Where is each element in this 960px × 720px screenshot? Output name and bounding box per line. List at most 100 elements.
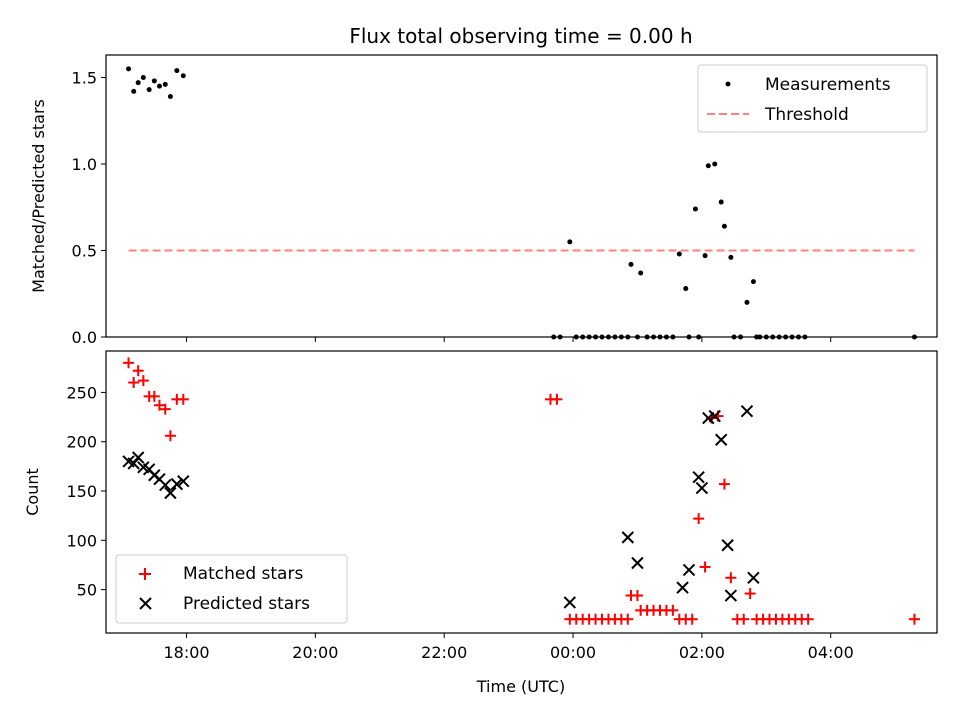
bottom-x-tick-label: 00:00 — [550, 643, 596, 662]
measurements-point — [757, 334, 763, 340]
predicted-stars-point — [724, 589, 738, 602]
predicted-stars-point — [692, 471, 705, 484]
measurements-point — [567, 239, 573, 245]
measurements-point — [728, 254, 734, 260]
measurements-point — [683, 286, 689, 292]
bottom-x-tick-label: 18:00 — [163, 643, 209, 662]
measurements-point — [162, 81, 168, 87]
top-points — [126, 66, 917, 340]
matched-stars-point — [699, 561, 711, 573]
bottom-x-tick-label: 20:00 — [292, 643, 338, 662]
measurements-point — [705, 163, 711, 169]
matched-stars-point — [551, 393, 563, 405]
bottom-y-tick-label: 200 — [66, 433, 97, 452]
predicted-stars-point — [159, 478, 172, 492]
matched-stars-point — [718, 478, 730, 490]
legend-matched-marker — [139, 568, 151, 580]
predicted-stars-point — [177, 474, 190, 488]
measurements-point — [712, 161, 718, 167]
measurements-point — [126, 66, 132, 72]
predicted-stars-point — [563, 596, 577, 609]
predicted-stars-point — [676, 581, 689, 594]
legend-threshold-label: Threshold — [764, 105, 849, 125]
bottom-legend-box — [115, 554, 348, 624]
measurements-point — [783, 334, 789, 340]
measurements-point — [580, 334, 586, 340]
matched-stars-point — [153, 399, 165, 411]
bottom-legend: Matched stars Predicted stars — [115, 554, 348, 624]
measurements-point — [131, 88, 137, 94]
measurements-point — [651, 334, 657, 340]
matched-stars-point — [137, 375, 149, 387]
predicted-stars-point — [695, 481, 709, 495]
measurements-point — [802, 334, 808, 340]
bottom-plot-frame — [105, 350, 938, 634]
measurements-point — [156, 83, 162, 89]
matched-stars-point — [148, 390, 160, 402]
measurements-point — [670, 334, 676, 340]
bottom-y-tick-label: 50 — [77, 581, 97, 600]
predicted-stars-point — [621, 531, 634, 544]
predicted-stars-point — [740, 404, 754, 418]
measurements-point — [696, 334, 702, 340]
bottom-y-tick-label: 250 — [66, 383, 97, 402]
bottom-panel: 50 100 150 200 250 18:00 20:00 22:00 00:00 02:00… — [23, 350, 938, 696]
measurements-point — [796, 334, 801, 340]
matched-stars-point — [132, 365, 144, 377]
measurements-point — [692, 206, 698, 212]
predicted-stars-point — [164, 486, 177, 500]
bottom-y-ticks: 50 100 150 200 250 — [66, 383, 106, 600]
measurements-point — [634, 334, 640, 340]
matched-stars-point — [686, 613, 698, 625]
measurements-point — [135, 80, 141, 86]
measurements-point — [180, 73, 186, 79]
predicted-stars-point — [682, 563, 696, 577]
top-y-axis-title: Matched/Predicted stars — [29, 99, 48, 293]
matched-stars-point — [802, 613, 814, 625]
matched-stars-point — [744, 588, 756, 600]
legend-predicted-label: Predicted stars — [183, 594, 310, 614]
measurements-point — [625, 334, 631, 340]
measurements-point — [593, 334, 599, 340]
measurements-point — [789, 334, 795, 340]
top-legend: Measurements Threshold — [697, 64, 928, 133]
measurements-point — [573, 334, 579, 340]
measurements-point — [644, 334, 650, 340]
measurements-point — [167, 94, 173, 100]
predicted-stars-point — [747, 571, 760, 584]
top-y-ticks: 0.0 0.5 1.0 1.5 — [72, 68, 106, 347]
measurements-point — [599, 334, 605, 340]
matched-stars-point — [631, 590, 643, 602]
top-legend-box — [697, 64, 928, 133]
bottom-points — [122, 357, 920, 625]
top-y-tick-label: 0.5 — [72, 241, 97, 260]
bottom-x-tick-label: 22:00 — [421, 643, 467, 662]
matched-stars-point — [177, 393, 189, 405]
measurements-point — [174, 68, 180, 74]
chart-title: Flux total observing time = 0.00 h — [349, 24, 692, 48]
predicted-stars-point — [170, 477, 184, 491]
predicted-stars-point — [132, 451, 145, 464]
predicted-stars-point — [714, 433, 728, 446]
top-panel: 0.0 0.5 1.0 1.5 Matched/Predicted stars Mea… — [29, 54, 938, 347]
bottom-y-tick-label: 100 — [66, 531, 97, 550]
measurements-point — [586, 334, 592, 340]
predicted-stars-point — [708, 409, 721, 423]
measurements-point — [663, 334, 669, 340]
matched-stars-point — [908, 613, 920, 625]
matched-stars-point — [164, 430, 176, 442]
measurements-point — [738, 334, 744, 340]
top-y-tick-label: 0.0 — [72, 328, 97, 347]
measurements-point — [763, 334, 769, 340]
matched-stars-point — [738, 613, 750, 625]
x-axis-title: Time (UTC) — [476, 677, 565, 696]
top-y-tick-label: 1.0 — [72, 155, 97, 174]
measurements-point — [776, 334, 782, 340]
bottom-y-axis-title: Count — [23, 468, 42, 516]
measurements-point — [628, 261, 634, 267]
bottom-x-tick-label: 02:00 — [679, 643, 725, 662]
measurements-point — [770, 334, 776, 340]
measurements-point — [702, 253, 708, 259]
predicted-stars-point — [631, 556, 644, 570]
